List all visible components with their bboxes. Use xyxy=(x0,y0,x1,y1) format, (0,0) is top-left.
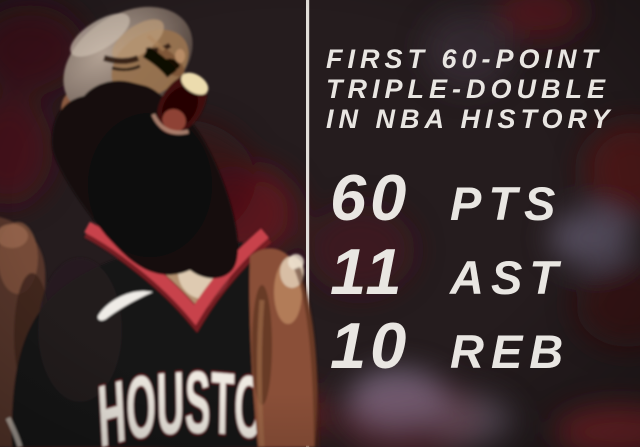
stat-unit-assists: AST xyxy=(450,251,565,304)
stat-lines: 60 PTS 11 AST 10 REB xyxy=(330,160,570,382)
headline-line-2: TRIPLE-DOUBLE xyxy=(326,74,610,104)
headline: FIRST 60-POINT TRIPLE-DOUBLE IN NBA HIST… xyxy=(326,44,626,134)
stat-value-assists: 11 xyxy=(330,235,406,308)
headline-line-3: IN NBA HISTORY xyxy=(326,104,615,134)
stat-row-assists: 11 AST xyxy=(330,234,570,308)
stat-value-points: 60 xyxy=(330,161,411,234)
stat-value-rebounds: 10 xyxy=(330,309,411,382)
stat-row-points: 60 PTS xyxy=(330,160,570,234)
stat-unit-rebounds: REB xyxy=(450,325,571,378)
headline-line-1: FIRST 60-POINT xyxy=(326,44,604,74)
stat-unit-points: PTS xyxy=(450,177,563,230)
stat-row-rebounds: 10 REB xyxy=(330,308,570,382)
